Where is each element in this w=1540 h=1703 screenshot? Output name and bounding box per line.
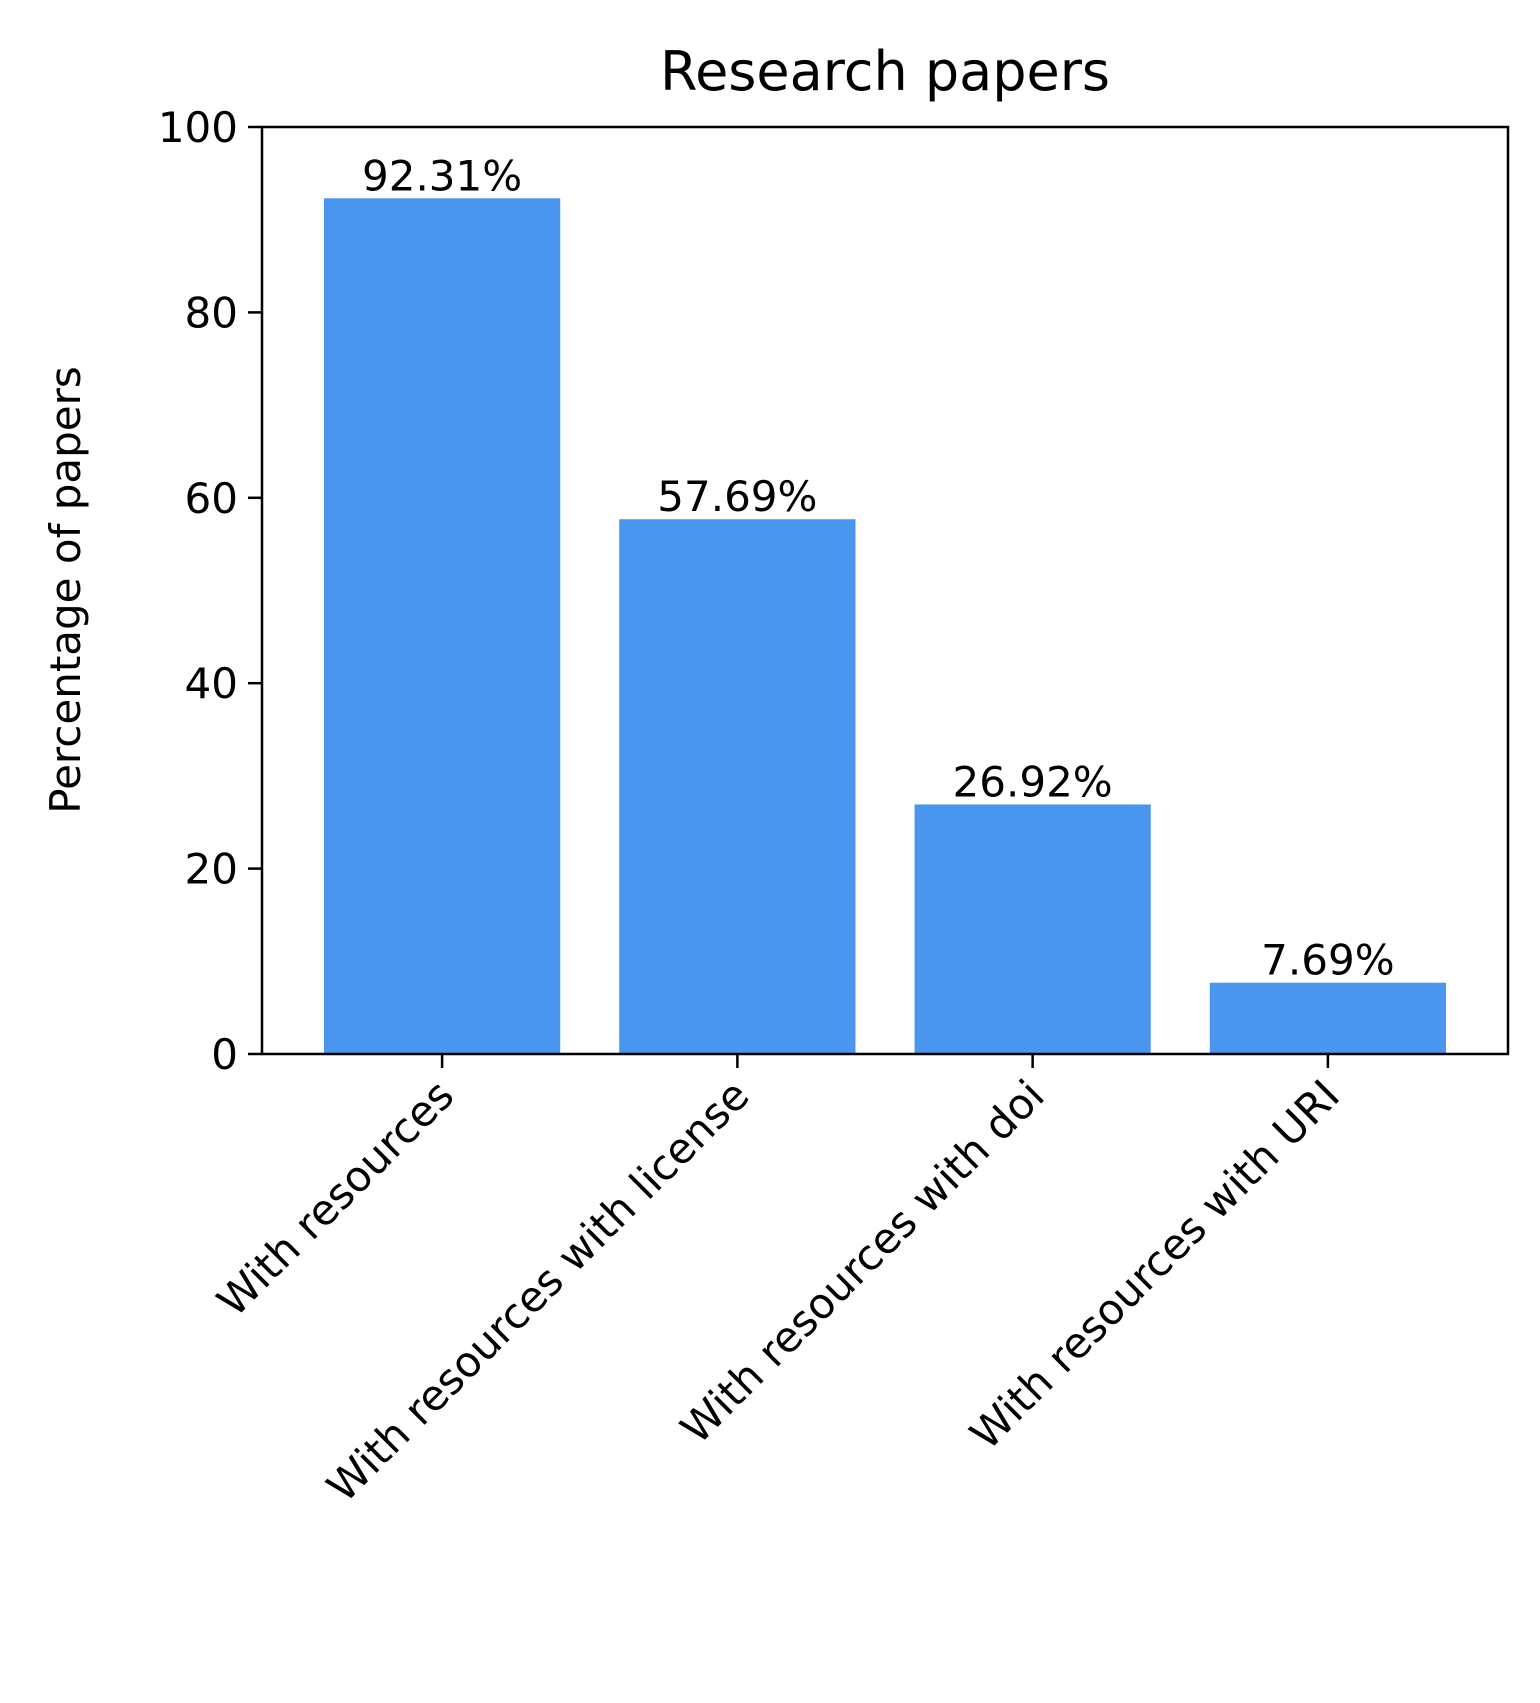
data-labels: 92.31% 57.69% 26.92% 7.69%: [362, 151, 1395, 984]
bar: [324, 198, 561, 1054]
bar-value-label: 92.31%: [362, 151, 522, 200]
x-tick-label: With resources: [208, 1070, 463, 1325]
bars: [324, 198, 1446, 1054]
y-tick-label: 100: [158, 103, 238, 152]
y-tick-label: 80: [185, 288, 238, 337]
y-tick-label: 20: [185, 845, 238, 894]
y-tick-label: 0: [211, 1030, 238, 1079]
bar: [619, 519, 856, 1054]
y-axis-label: Percentage of papers: [41, 366, 90, 814]
bar-value-label: 7.69%: [1261, 936, 1394, 985]
y-tick-label: 40: [185, 659, 238, 708]
bar: [914, 804, 1151, 1054]
bar: [1209, 982, 1446, 1054]
bar-value-label: 26.92%: [953, 757, 1113, 806]
y-tick-label: 60: [185, 474, 238, 523]
y-axis: 0 20 40 60 80 100: [158, 103, 262, 1079]
bar-value-label: 57.69%: [657, 472, 817, 521]
chart-title: Research papers: [660, 40, 1110, 103]
plot-frame: [260, 125, 1510, 1056]
